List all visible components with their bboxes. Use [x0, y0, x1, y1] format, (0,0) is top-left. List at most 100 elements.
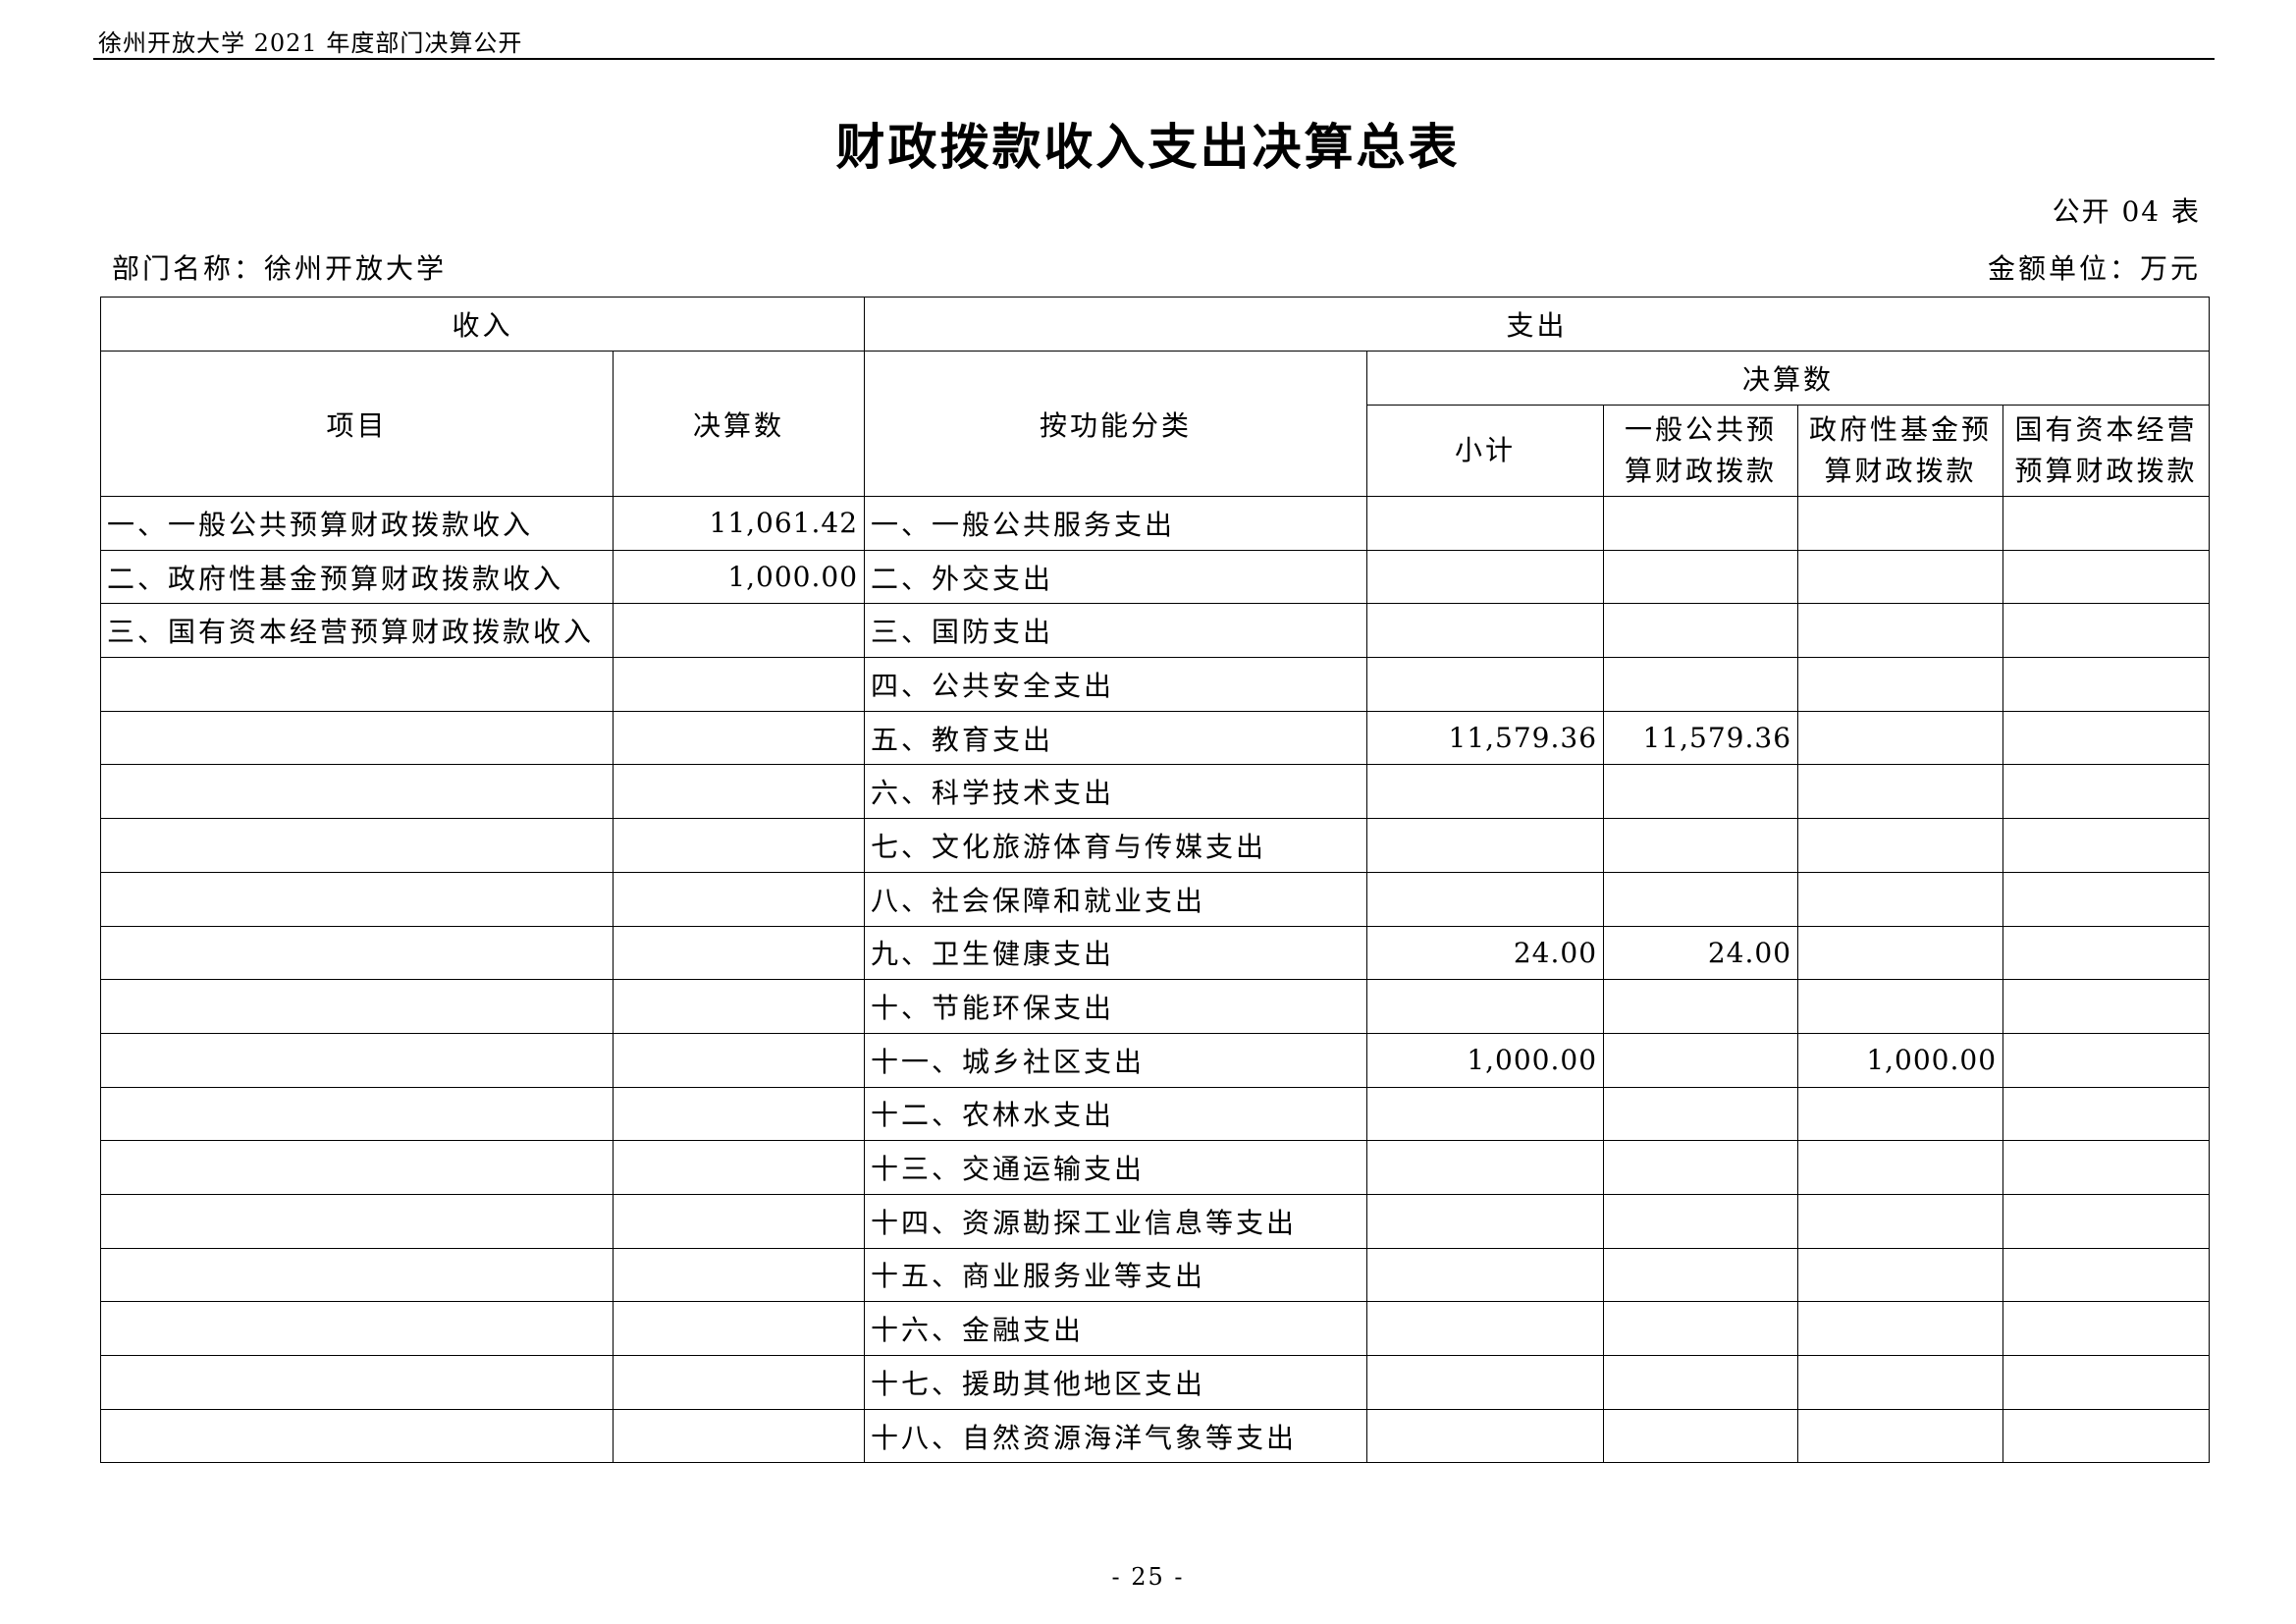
cell-item: 三、国有资本经营预算财政拨款收入 — [100, 603, 614, 659]
table-number: 公开 04 表 — [2052, 195, 2201, 228]
table-row: 十五、商业服务业等支出 — [100, 1247, 2211, 1303]
cell-subtotal — [1366, 1355, 1605, 1410]
cell-subtotal — [1366, 764, 1605, 820]
cell-function: 八、社会保障和就业支出 — [864, 871, 1368, 927]
table-row: 十三、交通运输支出 — [100, 1140, 2211, 1195]
cell-fund — [1797, 1408, 2004, 1464]
cell-subtotal — [1366, 549, 1605, 605]
cell-amount — [612, 818, 866, 873]
cell-subtotal — [1366, 1193, 1605, 1249]
table-row: 七、文化旅游体育与传媒支出 — [100, 818, 2211, 873]
table-row: 十、节能环保支出 — [100, 979, 2211, 1034]
table-row: 三、国有资本经营预算财政拨款收入 三、国防支出 — [100, 603, 2211, 659]
table-row: 一、一般公共预算财政拨款收入 11,061.42 一、一般公共服务支出 — [100, 496, 2211, 551]
appropriation-summary-table: 收入 支出 项目 决算数 按功能分类 决算数 小计 一般公共预算财政拨款 政府性… — [99, 297, 2211, 1464]
cell-item — [100, 1140, 614, 1195]
cell-amount — [612, 710, 866, 766]
cell-fund — [1797, 925, 2004, 981]
cell-item — [100, 979, 614, 1034]
cell-item — [100, 1408, 614, 1464]
cell-general — [1603, 1301, 1799, 1356]
cell-amount — [612, 979, 866, 1034]
cell-amount — [612, 871, 866, 927]
table-row: 八、社会保障和就业支出 — [100, 871, 2211, 927]
cell-subtotal: 11,579.36 — [1366, 710, 1605, 766]
cell-item — [100, 925, 614, 981]
cell-capital — [2002, 979, 2211, 1034]
cell-fund — [1797, 657, 2004, 712]
cell-item — [100, 1301, 614, 1356]
cell-fund — [1797, 496, 2004, 551]
cell-fund — [1797, 1193, 2004, 1249]
cell-general — [1603, 764, 1799, 820]
cell-general — [1603, 1193, 1799, 1249]
cell-amount — [612, 1086, 866, 1142]
cell-fund — [1797, 1086, 2004, 1142]
page-title: 财政拨款收入支出决算总表 — [835, 118, 1461, 176]
cell-fund: 1,000.00 — [1797, 1032, 2004, 1088]
col-item: 项目 — [100, 351, 614, 497]
cell-item — [100, 1032, 614, 1088]
cell-amount — [612, 1193, 866, 1249]
expense-header: 支出 — [864, 297, 2211, 352]
cell-subtotal — [1366, 871, 1605, 927]
cell-capital — [2002, 1408, 2211, 1464]
cell-function: 二、外交支出 — [864, 549, 1368, 605]
col-state-capital: 国有资本经营预算财政拨款 — [2002, 405, 2211, 497]
cell-function: 三、国防支出 — [864, 603, 1368, 659]
cell-fund — [1797, 549, 2004, 605]
cell-function: 九、卫生健康支出 — [864, 925, 1368, 981]
cell-capital — [2002, 1193, 2211, 1249]
cell-fund — [1797, 710, 2004, 766]
cell-item — [100, 871, 614, 927]
cell-amount — [612, 1355, 866, 1410]
cell-amount — [612, 764, 866, 820]
cell-general — [1603, 979, 1799, 1034]
cell-fund — [1797, 1355, 2004, 1410]
cell-function: 十四、资源勘探工业信息等支出 — [864, 1193, 1368, 1249]
cell-function: 七、文化旅游体育与传媒支出 — [864, 818, 1368, 873]
cell-amount — [612, 1140, 866, 1195]
cell-capital — [2002, 1032, 2211, 1088]
income-header: 收入 — [99, 297, 866, 352]
running-header: 徐州开放大学 2021 年度部门决算公开 — [98, 29, 523, 57]
cell-capital — [2002, 1355, 2211, 1410]
department-name: 部门名称：徐州开放大学 — [112, 252, 448, 285]
table-row: 六、科学技术支出 — [100, 764, 2211, 820]
cell-subtotal: 1,000.00 — [1366, 1032, 1605, 1088]
amount-unit: 金额单位：万元 — [1987, 252, 2201, 285]
header-divider — [93, 58, 2215, 60]
cell-amount — [612, 925, 866, 981]
col-final-group: 决算数 — [1366, 351, 2211, 406]
cell-amount: 1,000.00 — [612, 549, 866, 605]
cell-function: 十、节能环保支出 — [864, 979, 1368, 1034]
cell-general — [1603, 549, 1799, 605]
cell-function: 五、教育支出 — [864, 710, 1368, 766]
cell-capital — [2002, 818, 2211, 873]
cell-item — [100, 657, 614, 712]
cell-subtotal — [1366, 1408, 1605, 1464]
cell-subtotal — [1366, 818, 1605, 873]
cell-item — [100, 818, 614, 873]
cell-subtotal — [1366, 979, 1605, 1034]
cell-capital — [2002, 764, 2211, 820]
cell-function: 十八、自然资源海洋气象等支出 — [864, 1408, 1368, 1464]
cell-capital — [2002, 1247, 2211, 1303]
cell-function: 四、公共安全支出 — [864, 657, 1368, 712]
cell-capital — [2002, 549, 2211, 605]
cell-capital — [2002, 1086, 2211, 1142]
cell-item — [100, 1355, 614, 1410]
cell-capital — [2002, 710, 2211, 766]
cell-capital — [2002, 871, 2211, 927]
cell-fund — [1797, 818, 2004, 873]
cell-amount: 11,061.42 — [612, 496, 866, 551]
cell-capital — [2002, 657, 2211, 712]
cell-item: 一、一般公共预算财政拨款收入 — [100, 496, 614, 551]
cell-general — [1603, 1355, 1799, 1410]
table-row: 十八、自然资源海洋气象等支出 — [100, 1408, 2211, 1464]
cell-general — [1603, 1247, 1799, 1303]
cell-function: 十六、金融支出 — [864, 1301, 1368, 1356]
cell-amount — [612, 1301, 866, 1356]
cell-general — [1603, 1086, 1799, 1142]
cell-capital — [2002, 496, 2211, 551]
